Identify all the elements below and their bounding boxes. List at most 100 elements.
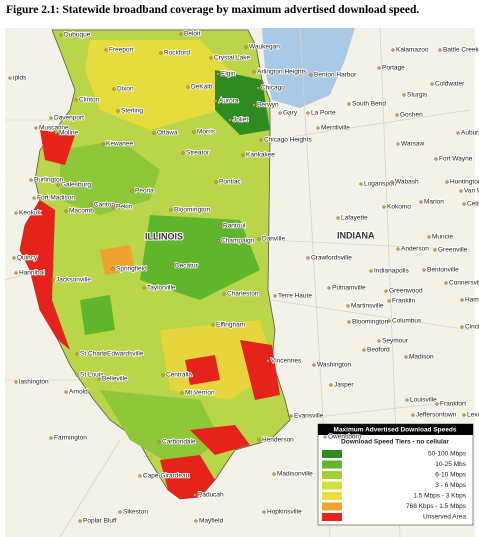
city-label: Davenport: [54, 115, 84, 122]
city-dot: [222, 292, 226, 296]
city-label: South Bend: [352, 101, 386, 108]
city-dot: [192, 130, 196, 134]
city-label: Vincennes: [271, 358, 302, 365]
city-label: Poplar Bluff: [83, 518, 117, 525]
city-label: Muncie: [432, 234, 453, 241]
legend-label: 3 - 6 Mbps: [435, 482, 466, 489]
city-dot: [218, 224, 222, 228]
city-label: Springfield: [116, 266, 147, 273]
legend-label: 6-10 Mbps: [435, 472, 466, 479]
city-label: Streator: [186, 150, 210, 157]
legend-box: [317, 423, 474, 526]
city-label: ipids: [13, 75, 27, 82]
coverage-patches: [20, 40, 280, 499]
city-dot: [216, 239, 220, 243]
city-label: Battle Creek: [443, 47, 479, 54]
city-dot: [266, 359, 270, 363]
city-dot: [152, 131, 156, 135]
city-label: Hopkinsville: [267, 509, 302, 516]
city-dot: [64, 390, 68, 394]
city-dot: [434, 157, 438, 161]
city-label: Jasper: [334, 382, 354, 389]
city-label: Muscatine: [39, 125, 69, 132]
lake-michigan: [262, 28, 355, 108]
city-label: Sturgis: [407, 92, 428, 99]
city-dot: [390, 180, 394, 184]
city-dot: [142, 286, 146, 290]
city-label: Pontiac: [219, 179, 241, 186]
city-label: Madisonville: [277, 471, 313, 478]
city-label: Fort Madison: [37, 195, 75, 202]
city-label: Kewanee: [106, 141, 133, 148]
city-dot: [259, 138, 263, 142]
city-label: Jacksonville: [56, 277, 91, 284]
city-label: Clinton: [79, 97, 100, 104]
city-dot: [273, 294, 277, 298]
city-dot: [347, 320, 351, 324]
city-dot: [402, 93, 406, 97]
city-dot: [209, 56, 213, 60]
city-dot: [14, 271, 18, 275]
legend-label: 50-100 Mbps: [428, 451, 467, 458]
city-dot: [211, 323, 215, 327]
city-label: Cape Girardeau: [143, 473, 190, 480]
city-label: Celin: [467, 201, 479, 208]
legend-swatch: [322, 471, 342, 479]
city-label: Owensboro: [328, 434, 362, 441]
city-label: Indianapolis: [374, 268, 409, 275]
city-dot: [159, 51, 163, 55]
city-label: Dubuque: [64, 32, 91, 39]
city-dot: [411, 413, 415, 417]
city-label: Terre Haute: [278, 293, 312, 300]
city-label: Crawfordsville: [311, 255, 352, 262]
city-dot: [89, 203, 93, 207]
city-dot: [387, 319, 391, 323]
city-dot: [49, 116, 53, 120]
city-label: Centralia: [166, 372, 192, 379]
city-dot: [29, 178, 33, 182]
city-dot: [112, 87, 116, 91]
legend-label: 10-25 Mbs: [435, 461, 466, 468]
city-dot: [102, 352, 106, 356]
city-label: Rantoul: [223, 223, 246, 230]
city-dot: [382, 205, 386, 209]
city-label: Lexin: [467, 412, 479, 419]
city-dot: [161, 373, 165, 377]
city-label: Crystal Lake: [214, 55, 251, 62]
city-label: Martinsville: [351, 303, 384, 310]
city-dot: [257, 237, 261, 241]
city-label: Taylorville: [147, 285, 176, 292]
city-label: Mayfield: [199, 518, 224, 525]
city-label: Hamilt: [465, 297, 479, 304]
figure-title: Figure 2.1: Statewide broadband coverage…: [6, 4, 420, 16]
city-dot: [329, 383, 333, 387]
city-dot: [396, 247, 400, 251]
city-dot: [346, 304, 350, 308]
city-dot: [252, 70, 256, 74]
city-label: Huntington: [450, 179, 479, 186]
city-dot: [427, 235, 431, 239]
legend-swatch: [322, 450, 342, 458]
city-label: Madison: [409, 354, 434, 361]
legend-swatch: [322, 513, 342, 521]
city-label: Beloit: [184, 31, 200, 38]
city-label: Henderson: [262, 437, 294, 444]
city-dot: [12, 256, 16, 260]
city-label: Arnold: [69, 389, 88, 396]
city-label: Decatur: [175, 263, 199, 270]
legend-label: 1.5 Mbps - 3 Kbps: [413, 493, 466, 500]
city-dot: [312, 363, 316, 367]
city-label: Joliet: [233, 117, 248, 124]
city-label: Van We: [464, 188, 479, 195]
city-label: Carbondale: [162, 439, 196, 446]
city-dot: [278, 111, 282, 115]
city-dot: [391, 48, 395, 52]
city-label: Edwardsville: [107, 351, 144, 358]
city-label: Putnamville: [332, 285, 366, 292]
city-label: Coldwater: [435, 81, 465, 88]
city-dot: [404, 355, 408, 359]
city-label: Auburn: [461, 130, 479, 137]
city-dot: [180, 391, 184, 395]
legend-title: Maximum Advertised Download Speeds: [334, 427, 457, 434]
